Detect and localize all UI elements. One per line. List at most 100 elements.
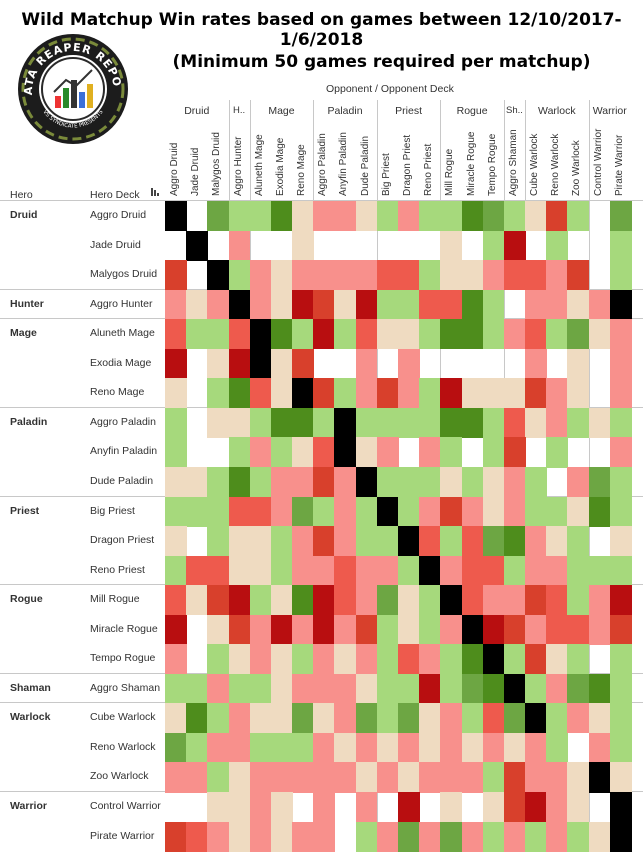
matchup-cell[interactable]	[228, 762, 251, 793]
matchup-cell[interactable]	[249, 703, 272, 734]
matchup-cell[interactable]	[440, 792, 463, 823]
matchup-cell[interactable]	[228, 703, 251, 734]
matchup-cell[interactable]	[313, 319, 336, 350]
matchup-cell[interactable]	[397, 260, 420, 291]
matchup-cell[interactable]	[355, 762, 378, 793]
matchup-cell[interactable]	[165, 319, 187, 350]
matchup-cell[interactable]	[186, 555, 208, 586]
matchup-cell[interactable]	[482, 585, 505, 616]
matchup-cell[interactable]	[186, 703, 208, 734]
matchup-cell[interactable]	[397, 821, 420, 852]
matchup-cell[interactable]	[292, 378, 314, 409]
matchup-cell[interactable]	[546, 289, 568, 320]
matchup-cell[interactable]	[503, 555, 526, 586]
matchup-cell[interactable]	[482, 496, 505, 527]
matchup-cell[interactable]	[334, 378, 357, 409]
matchup-cell[interactable]	[334, 260, 357, 291]
matchup-cell[interactable]	[270, 792, 293, 823]
matchup-cell[interactable]	[165, 555, 187, 586]
matchup-cell[interactable]	[503, 201, 526, 232]
matchup-cell[interactable]	[567, 466, 590, 498]
matchup-cell[interactable]	[609, 260, 632, 291]
matchup-cell[interactable]	[334, 319, 357, 350]
matchup-cell[interactable]	[292, 821, 314, 852]
matchup-cell[interactable]	[419, 762, 441, 793]
matchup-cell[interactable]	[419, 201, 441, 232]
matchup-cell[interactable]	[503, 319, 526, 350]
matchup-cell[interactable]	[440, 496, 463, 527]
matchup-cell[interactable]	[207, 407, 230, 438]
matchup-cell[interactable]	[313, 407, 336, 438]
matchup-cell[interactable]	[440, 555, 463, 586]
matchup-cell[interactable]	[397, 614, 420, 645]
matchup-cell[interactable]	[588, 319, 611, 350]
matchup-cell[interactable]	[546, 407, 568, 438]
matchup-cell[interactable]	[419, 614, 441, 645]
matchup-cell[interactable]	[482, 555, 505, 586]
matchup-cell[interactable]	[355, 614, 378, 645]
matchup-cell[interactable]	[482, 614, 505, 645]
matchup-cell[interactable]	[503, 703, 526, 734]
matchup-cell[interactable]	[313, 555, 336, 586]
matchup-cell[interactable]	[270, 319, 293, 350]
matchup-cell[interactable]	[207, 792, 230, 823]
matchup-cell[interactable]	[313, 378, 336, 409]
matchup-cell[interactable]	[376, 260, 399, 291]
matchup-cell[interactable]	[461, 319, 484, 350]
matchup-cell[interactable]	[376, 201, 399, 232]
matchup-cell[interactable]	[313, 732, 336, 764]
matchup-cell[interactable]	[609, 585, 632, 616]
matchup-cell[interactable]	[546, 526, 568, 557]
matchup-cell[interactable]	[186, 289, 208, 320]
matchup-cell[interactable]	[249, 555, 272, 586]
matchup-cell[interactable]	[165, 732, 187, 764]
matchup-cell[interactable]	[546, 644, 568, 675]
matchup-cell[interactable]	[482, 201, 505, 232]
matchup-cell[interactable]	[376, 496, 399, 527]
matchup-cell[interactable]	[292, 585, 314, 616]
matchup-cell[interactable]	[270, 348, 293, 379]
matchup-cell[interactable]	[355, 466, 378, 498]
matchup-cell[interactable]	[440, 673, 463, 704]
matchup-cell[interactable]	[482, 732, 505, 764]
matchup-cell[interactable]	[207, 378, 230, 409]
matchup-cell[interactable]	[546, 732, 568, 764]
matchup-cell[interactable]	[546, 585, 568, 616]
matchup-cell[interactable]	[482, 319, 505, 350]
matchup-cell[interactable]	[228, 585, 251, 616]
matchup-cell[interactable]	[292, 496, 314, 527]
matchup-cell[interactable]	[397, 319, 420, 350]
matchup-cell[interactable]	[270, 526, 293, 557]
matchup-cell[interactable]	[186, 230, 208, 261]
matchup-cell[interactable]	[249, 437, 272, 468]
matchup-cell[interactable]	[588, 614, 611, 645]
matchup-cell[interactable]	[567, 260, 590, 291]
matchup-cell[interactable]	[567, 614, 590, 645]
matchup-cell[interactable]	[228, 644, 251, 675]
matchup-cell[interactable]	[546, 260, 568, 291]
matchup-cell[interactable]	[546, 319, 568, 350]
matchup-cell[interactable]	[249, 319, 272, 350]
matchup-cell[interactable]	[546, 762, 568, 793]
matchup-cell[interactable]	[609, 496, 632, 527]
matchup-cell[interactable]	[313, 466, 336, 498]
matchup-cell[interactable]	[270, 407, 293, 438]
matchup-cell[interactable]	[397, 644, 420, 675]
matchup-cell[interactable]	[461, 703, 484, 734]
matchup-cell[interactable]	[440, 821, 463, 852]
matchup-cell[interactable]	[609, 230, 632, 261]
matchup-cell[interactable]	[461, 644, 484, 675]
matchup-cell[interactable]	[270, 496, 293, 527]
matchup-cell[interactable]	[292, 555, 314, 586]
matchup-cell[interactable]	[588, 496, 611, 527]
matchup-cell[interactable]	[546, 792, 568, 823]
matchup-cell[interactable]	[419, 555, 441, 586]
matchup-cell[interactable]	[207, 762, 230, 793]
matchup-cell[interactable]	[419, 585, 441, 616]
matchup-cell[interactable]	[313, 821, 336, 852]
hero-deck-column-header[interactable]: Hero Deck	[90, 189, 140, 201]
matchup-cell[interactable]	[249, 614, 272, 645]
matchup-cell[interactable]	[525, 703, 547, 734]
matchup-cell[interactable]	[419, 260, 441, 291]
matchup-cell[interactable]	[228, 821, 251, 852]
